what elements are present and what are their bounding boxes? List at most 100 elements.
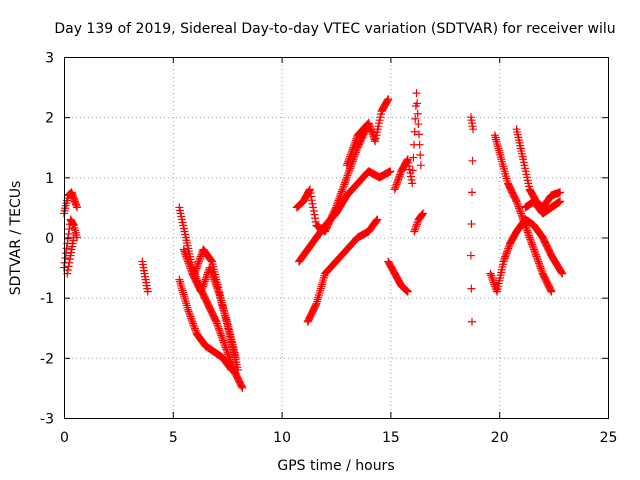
data-point — [306, 188, 315, 197]
data-point — [414, 130, 423, 139]
data-point — [525, 233, 534, 242]
data-point — [316, 286, 325, 295]
data-point — [349, 141, 358, 150]
data-point — [313, 295, 322, 304]
data-point — [411, 224, 420, 233]
data-point — [191, 326, 200, 335]
data-point — [513, 199, 522, 208]
data-point — [351, 136, 360, 145]
data-point — [415, 140, 424, 149]
x-tick-label: 5 — [169, 430, 178, 446]
data-point — [412, 222, 421, 231]
y-tick-label: 2 — [45, 111, 54, 127]
data-point — [468, 317, 476, 326]
data-point — [197, 287, 206, 296]
series-arc-16 — [466, 113, 478, 326]
data-point — [337, 189, 346, 198]
series-arc-10 — [295, 167, 395, 266]
data-point — [188, 317, 197, 326]
data-point — [488, 275, 497, 284]
data-point — [467, 284, 476, 293]
data-point — [310, 210, 319, 219]
data-point — [63, 234, 72, 243]
data-point — [177, 284, 186, 293]
y-tick-label: -2 — [40, 351, 54, 367]
data-point — [64, 262, 73, 271]
data-point — [217, 333, 226, 342]
data-point — [373, 215, 382, 224]
series-arc-15 — [410, 209, 428, 236]
data-point — [409, 153, 418, 162]
data-point — [490, 280, 499, 289]
data-point — [512, 197, 521, 206]
x-axis-title: GPS time / hours — [277, 458, 394, 474]
y-tick-label: 0 — [45, 231, 54, 247]
data-point — [182, 252, 191, 261]
data-point — [404, 158, 413, 167]
data-point — [406, 172, 415, 181]
data-point — [556, 188, 565, 197]
data-point — [194, 257, 203, 266]
data-point — [176, 279, 185, 288]
data-point — [344, 157, 353, 166]
data-point — [187, 314, 196, 323]
data-point — [340, 178, 349, 187]
data-point — [195, 255, 204, 264]
data-point — [179, 290, 188, 299]
data-point — [342, 173, 351, 182]
data-point — [175, 277, 184, 286]
data-point — [191, 266, 200, 275]
data-point — [237, 382, 246, 391]
data-point — [221, 341, 230, 350]
data-point — [558, 269, 567, 278]
data-point — [226, 364, 235, 373]
data-point — [215, 326, 224, 335]
data-point — [343, 171, 352, 180]
data-point — [346, 150, 355, 159]
data-point — [217, 331, 226, 340]
data-point — [185, 262, 194, 271]
data-point — [413, 99, 422, 108]
data-point — [194, 259, 203, 268]
data-point — [352, 134, 361, 143]
data-point — [213, 321, 222, 330]
data-point — [185, 309, 194, 318]
data-point — [344, 169, 353, 178]
data-point — [180, 294, 189, 303]
data-point — [372, 217, 381, 226]
data-point — [214, 322, 223, 331]
data-point — [212, 317, 221, 326]
data-point — [343, 159, 352, 168]
data-point — [64, 229, 73, 238]
data-point — [177, 282, 186, 291]
data-point — [515, 204, 524, 213]
data-point — [408, 179, 417, 188]
data-point — [65, 258, 74, 267]
data-point — [216, 329, 225, 338]
data-point — [527, 238, 536, 247]
axis-ticks: 0 5 10 15 20 25 -3 -2 -1 0 1 2 3 — [40, 51, 617, 447]
data-point — [535, 261, 544, 270]
data-point — [413, 218, 422, 227]
x-tick-label: 25 — [600, 430, 618, 446]
data-point — [403, 155, 412, 164]
series-arc-17 — [490, 131, 556, 296]
data-point — [143, 287, 152, 296]
data-point — [311, 214, 320, 223]
series-arc-8 — [190, 245, 243, 374]
data-point — [234, 365, 243, 374]
y-tick-label: -3 — [40, 412, 54, 428]
data-point — [190, 324, 199, 333]
data-point — [338, 185, 347, 194]
data-point — [416, 161, 425, 170]
data-point — [220, 340, 229, 349]
series-arc-7 — [179, 245, 240, 362]
data-point — [316, 284, 325, 293]
data-point — [184, 259, 193, 268]
data-point — [339, 182, 348, 191]
data-point — [405, 162, 414, 171]
x-tick-label: 10 — [273, 430, 291, 446]
data-point — [311, 300, 320, 309]
data-point — [179, 245, 188, 254]
data-point — [212, 319, 221, 328]
